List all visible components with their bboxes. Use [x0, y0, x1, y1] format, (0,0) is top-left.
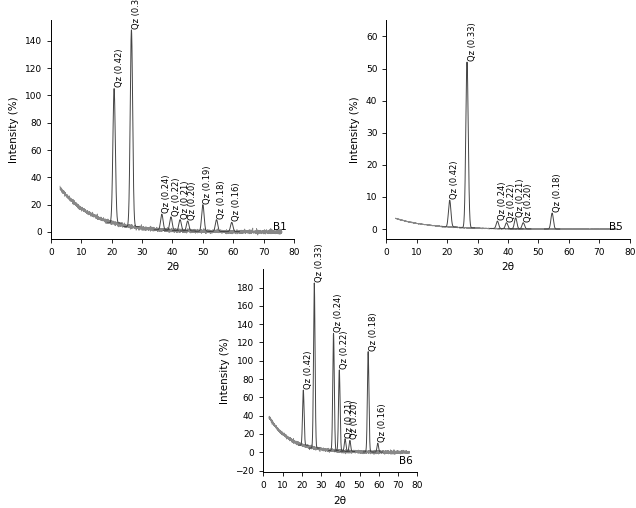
Y-axis label: Intensity (%): Intensity (%): [350, 96, 361, 163]
Text: Qz (0.18): Qz (0.18): [368, 312, 378, 351]
X-axis label: 2θ: 2θ: [502, 262, 515, 272]
Text: Qz (0.33): Qz (0.33): [315, 243, 324, 282]
Text: Qz (0.21): Qz (0.21): [181, 180, 190, 218]
Text: Qz (0.33): Qz (0.33): [132, 0, 141, 29]
Y-axis label: Intensity (%): Intensity (%): [220, 337, 230, 404]
Text: Qz (0.42): Qz (0.42): [450, 161, 459, 199]
Text: Qz (0.18): Qz (0.18): [217, 180, 226, 218]
Text: Qz (0.20): Qz (0.20): [188, 181, 197, 220]
Text: Qz (0.42): Qz (0.42): [304, 351, 313, 389]
Text: B1: B1: [273, 222, 287, 232]
X-axis label: 2θ: 2θ: [166, 262, 179, 272]
Text: Qz (0.21): Qz (0.21): [516, 178, 525, 217]
Text: Qz (0.20): Qz (0.20): [350, 401, 359, 439]
X-axis label: 2θ: 2θ: [334, 496, 347, 506]
Text: B6: B6: [399, 456, 413, 466]
Text: Qz (0.19): Qz (0.19): [204, 165, 212, 204]
Text: Qz (0.18): Qz (0.18): [553, 173, 562, 212]
Text: Qz (0.20): Qz (0.20): [524, 183, 533, 221]
Text: Qz (0.24): Qz (0.24): [334, 294, 343, 332]
Text: Qz (0.21): Qz (0.21): [345, 399, 354, 437]
Y-axis label: Intensity (%): Intensity (%): [9, 96, 19, 163]
Text: Qz (0.16): Qz (0.16): [232, 183, 241, 221]
Text: Qz (0.42): Qz (0.42): [114, 49, 124, 87]
Text: Qz (0.33): Qz (0.33): [467, 22, 476, 61]
Text: B5: B5: [609, 222, 623, 232]
Text: Qz (0.22): Qz (0.22): [507, 183, 516, 221]
Text: Qz (0.22): Qz (0.22): [340, 330, 349, 369]
Text: Qz (0.24): Qz (0.24): [162, 175, 172, 213]
Text: Qz (0.22): Qz (0.22): [172, 177, 181, 216]
Text: Qz (0.24): Qz (0.24): [498, 181, 507, 220]
Text: Qz (0.16): Qz (0.16): [378, 403, 387, 442]
